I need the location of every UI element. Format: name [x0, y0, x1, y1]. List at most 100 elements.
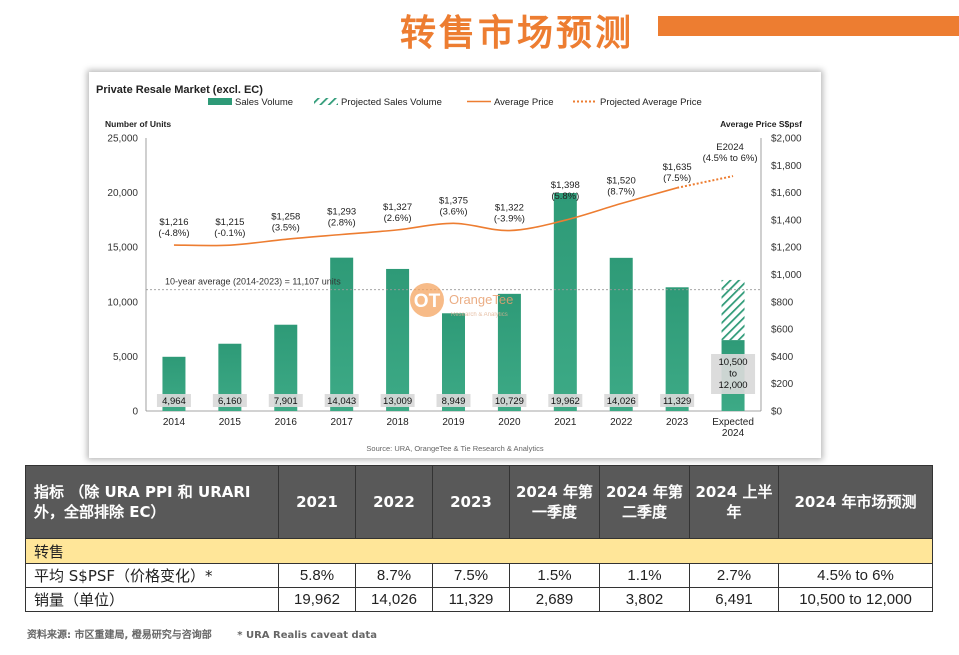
- projected-price-label: E2024: [716, 142, 743, 153]
- x-tick-label: Expected: [712, 417, 754, 428]
- y-right-tick-label: $1,200: [771, 243, 802, 254]
- y-right-tick-label: $400: [771, 352, 794, 363]
- price-data-label: (-4.8%): [158, 228, 189, 239]
- price-data-label: (7.5%): [663, 173, 691, 184]
- table-cell: 1.5%: [509, 563, 600, 588]
- price-data-label: (8.7%): [607, 187, 635, 198]
- price-data-label: $1,398: [551, 180, 580, 191]
- y-left-tick-label: 25,000: [107, 134, 138, 145]
- price-data-label: $1,327: [383, 202, 412, 213]
- x-tick-label: 2020: [498, 417, 521, 428]
- volume-data-label: 7,901: [274, 396, 298, 407]
- page-title: 转售市场预测: [400, 13, 635, 54]
- chart-source: Source: URA, OrangeTee & Tie Research & …: [366, 444, 543, 453]
- table-row: 平均 S$PSF（价格变化）* 5.8% 8.7% 7.5% 1.5% 1.1%…: [25, 563, 933, 588]
- chart-card: 0 5,000 10,000 15,000 20,000 25,000 $0 $200 $400…: [89, 72, 821, 458]
- volume-data-label: 6,160: [218, 396, 242, 407]
- watermark-name: OrangeTee: [449, 292, 513, 307]
- table-cell: 10,500 to 12,000: [778, 587, 933, 612]
- y-left-tick-label: 15,000: [107, 243, 138, 254]
- projected-volume-label: to: [729, 369, 737, 380]
- legend-label: Projected Average Price: [600, 97, 702, 108]
- chart-title: Private Resale Market (excl. EC): [96, 84, 263, 96]
- y-right-tick-label: $2,000: [771, 134, 802, 145]
- row-label-avg-psf: 平均 S$PSF（价格变化）*: [25, 563, 279, 588]
- table-row: 销量（单位） 19,962 14,026 11,329 2,689 3,802 …: [25, 587, 933, 612]
- header-2023: 2023: [432, 465, 510, 539]
- x-tick-label: 2019: [442, 417, 465, 428]
- volume-label-box: [548, 394, 583, 407]
- volume-data-label: 14,043: [327, 396, 356, 407]
- y-left-tick-label: 0: [132, 407, 138, 418]
- x-tick-label: 2015: [219, 417, 242, 428]
- volume-label-box: [156, 394, 191, 407]
- volume-label-box: [324, 394, 359, 407]
- footer-note: * URA Realis caveat data: [237, 630, 377, 641]
- volume-label-box: [268, 394, 303, 407]
- bar-sales-volume: [442, 313, 465, 411]
- price-data-label: (3.6%): [440, 206, 468, 217]
- header-2024-q1: 2024 年第一季度: [509, 465, 600, 539]
- volume-data-label: 8,949: [442, 396, 466, 407]
- table-cell: 2,689: [509, 587, 600, 612]
- projected-average-price-line: [676, 175, 734, 189]
- volume-data-label: 4,964: [162, 396, 186, 407]
- price-data-label: $1,322: [495, 203, 524, 214]
- volume-data-label: 10,729: [495, 396, 524, 407]
- y-right-axis-label: Average Price S$psf: [720, 119, 802, 129]
- volume-label-box: [660, 394, 695, 407]
- header-2022: 2022: [355, 465, 433, 539]
- volume-label-box: [380, 394, 415, 407]
- x-tick-label: 2016: [275, 417, 298, 428]
- watermark-mark: OT: [414, 291, 441, 312]
- y-right-tick-label: $200: [771, 379, 794, 390]
- bar-sales-volume: [609, 257, 633, 411]
- projected-volume-label: 10,500: [719, 357, 748, 368]
- price-data-label: $1,375: [439, 195, 468, 206]
- legend-label: Average Price: [494, 97, 554, 108]
- title-accent-bar: [658, 16, 959, 36]
- price-data-label: (-3.9%): [494, 214, 525, 225]
- legend-swatch-sales-volume: [208, 98, 232, 105]
- section-resale: 转售: [25, 538, 933, 564]
- y-left-axis-label: Number of Units: [105, 119, 171, 129]
- table-section-row: 转售: [25, 538, 933, 564]
- x-tick-label: 2014: [163, 417, 186, 428]
- footer-source: 资料来源: 市区重建局, 橙易研究与咨询部: [27, 630, 212, 641]
- header-2024-q2: 2024 年第二季度: [599, 465, 690, 539]
- projected-price-label: (4.5% to 6%): [703, 153, 758, 164]
- y-right-tick-label: $1,600: [771, 188, 802, 199]
- y-right-tick-label: $1,800: [771, 161, 802, 172]
- y-right-tick-label: $0: [771, 407, 783, 418]
- volume-data-label: 13,009: [383, 396, 412, 407]
- x-tick-label: 2017: [331, 417, 354, 428]
- price-data-label: (3.5%): [272, 222, 300, 233]
- y-right-tick-label: $600: [771, 325, 794, 336]
- table-cell: 5.8%: [278, 563, 356, 588]
- volume-label-box: [492, 394, 527, 407]
- table-header-row: 指标 （除 URA PPI 和 URARI 外，全部排除 EC） 2021 20…: [25, 465, 933, 539]
- bar-sales-volume: [497, 293, 521, 411]
- table-cell: 4.5% to 6%: [778, 563, 933, 588]
- table-cell: 7.5%: [432, 563, 510, 588]
- average-price-line: [173, 187, 678, 247]
- table-cell: 8.7%: [355, 563, 433, 588]
- price-data-label: $1,215: [215, 217, 244, 228]
- row-label-volume: 销量（单位）: [25, 587, 279, 612]
- x-tick-label: 2022: [610, 417, 633, 428]
- y-left-tick-label: 5,000: [113, 352, 138, 363]
- price-data-label: (2.6%): [384, 213, 412, 224]
- legend-label: Sales Volume: [235, 97, 293, 108]
- header-2021: 2021: [278, 465, 356, 539]
- watermark-sub: Research & Analytics: [451, 312, 508, 318]
- bar-sales-volume: [665, 287, 689, 411]
- table-cell: 14,026: [355, 587, 433, 612]
- x-tick-label: 2021: [554, 417, 577, 428]
- header-2024-forecast: 2024 年市场预测: [778, 465, 933, 539]
- watermark-logo: [410, 283, 444, 317]
- price-data-label: $1,258: [271, 211, 300, 222]
- y-right-tick-label: $800: [771, 297, 794, 308]
- price-data-label: $1,520: [607, 176, 636, 187]
- legend-label: Projected Sales Volume: [341, 97, 442, 108]
- bar-sales-volume: [553, 193, 577, 411]
